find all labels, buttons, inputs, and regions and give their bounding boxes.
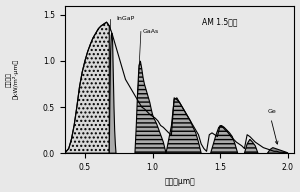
Y-axis label: 放射照度
（kW/m²·μm）: 放射照度 （kW/m²·μm） (6, 59, 19, 99)
Polygon shape (267, 148, 288, 153)
Polygon shape (166, 98, 201, 153)
X-axis label: 波長（μm）: 波長（μm） (164, 177, 195, 186)
Polygon shape (109, 33, 116, 153)
Polygon shape (244, 139, 258, 153)
Text: Ge: Ge (268, 109, 277, 114)
Text: InGaP: InGaP (116, 16, 134, 21)
Polygon shape (211, 126, 238, 153)
Text: GaAs: GaAs (143, 29, 159, 34)
Polygon shape (64, 22, 109, 153)
Polygon shape (135, 61, 166, 153)
Text: AM 1.5頻譜: AM 1.5頻譜 (202, 18, 238, 27)
